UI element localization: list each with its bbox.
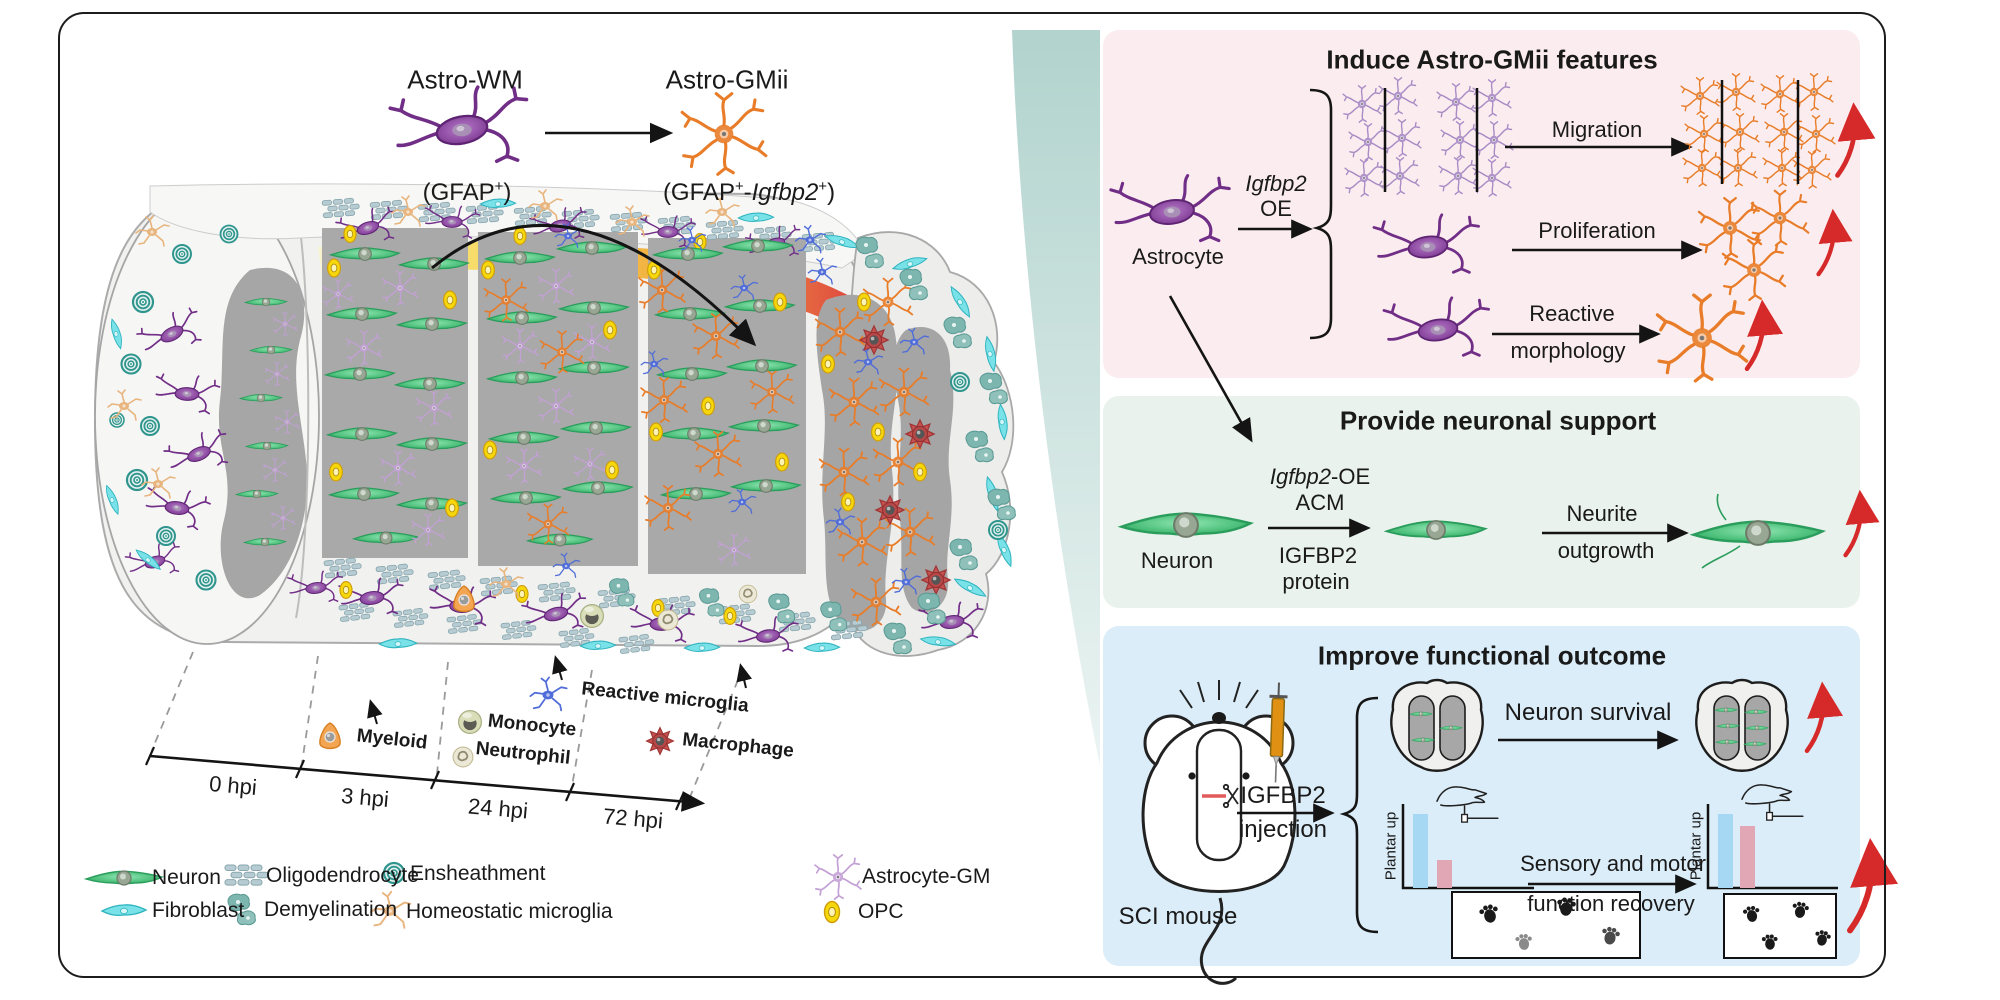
lesion-site	[845, 231, 1015, 657]
panel-induce-features	[1103, 30, 1860, 378]
segment-0hpi-cells	[322, 247, 469, 547]
segment-3hpi-cells	[481, 222, 633, 547]
legend-demyelination-label: Demyelination	[264, 898, 398, 921]
gray-matter-cap	[218, 267, 308, 599]
cap-cells	[103, 215, 300, 591]
legend-neuron-icon	[85, 870, 163, 886]
igfbp2-protein-label-1: IGFBP2	[1278, 543, 1358, 568]
igfbp2-protein-label-2: protein	[1282, 569, 1350, 594]
plantar-up-ylabel-pre: Plantar up	[1382, 811, 1400, 881]
astro-gmii-label: Astro-GMii	[665, 64, 789, 95]
legend-neuron-label: Neuron	[152, 866, 221, 889]
astro-wm-icon	[387, 82, 532, 169]
neuron-survival-label: Neuron survival	[1504, 699, 1672, 726]
spinal-cord-illustration	[93, 183, 1016, 657]
neutrophil-label: Neutrophil	[474, 738, 572, 769]
sci-mouse-label: SCI mouse	[1118, 903, 1238, 930]
astro-gmii-icon	[680, 92, 768, 176]
legend-opc-icon	[823, 900, 841, 924]
white-matter-bottom-cells	[287, 552, 869, 655]
neuron-label: Neuron	[1140, 548, 1214, 573]
oe-label: OE	[1260, 196, 1292, 221]
astrocyte-label: Astrocyte	[1132, 244, 1224, 269]
reactive-morphology-label-2: morphology	[1510, 338, 1626, 363]
legend-ensheathment-label: Ensheathment	[410, 862, 546, 885]
panel-induce-title: Induce Astro-GMii features	[1326, 44, 1658, 75]
legend-fibroblast-label: Fibroblast	[152, 899, 245, 922]
reactive-morphology-label-1: Reactive	[1529, 301, 1615, 326]
legend-astrocyte-gm-icon	[814, 854, 862, 900]
timeline-label-0hpi: 0 hpi	[208, 770, 258, 801]
gray-matter-segment-2	[478, 232, 638, 566]
myeloid-label: Myeloid	[355, 725, 429, 754]
header-graphics	[387, 82, 768, 347]
gray-matter-segment-3	[648, 238, 806, 574]
timeline-label-24hpi: 24 hpi	[467, 793, 529, 824]
gfap-wm-label: (GFAP+)	[422, 179, 512, 206]
monocyte-icon	[457, 709, 483, 735]
gray-matter-segment-1	[322, 228, 468, 558]
igfbp2-injection-label-2: injection	[1238, 816, 1328, 843]
macrophage-label: Macrophage	[681, 729, 795, 762]
legend-oligodendrocyte-label: Oligodendrocyte	[266, 864, 419, 887]
igfbp2-oe-gene: Igfbp2	[1245, 171, 1307, 196]
astro-wm-label: Astro-WM	[407, 64, 523, 95]
legend-fibroblast-icon	[101, 904, 147, 917]
myeloid-icon	[319, 722, 341, 750]
segment-24hpi-cells	[638, 226, 801, 567]
macrophage-icon	[646, 727, 674, 755]
acm-label: ACM	[1295, 490, 1345, 515]
legend-oligodendrocyte-icon	[224, 864, 269, 886]
lesion-72hpi-cells	[807, 230, 1016, 655]
legend-homeostatic-microglia-label: Homeostatic microglia	[406, 900, 613, 923]
sensory-motor-label-2: function recovery	[1527, 891, 1695, 916]
legend-opc-label: OPC	[858, 900, 904, 923]
timeline-label-72hpi: 72 hpi	[602, 803, 664, 834]
gfap-gm-label: (GFAP+-Igfbp2+)	[662, 179, 836, 206]
injury-heat-gradient	[318, 241, 868, 334]
panel-outcome-title: Improve functional outcome	[1317, 640, 1667, 671]
legend-astrocyte-gm-label: Astrocyte-GM	[862, 865, 991, 888]
conversion-arc-arrow	[431, 223, 757, 347]
igfbp2-injection-label-1: IGFBP2	[1240, 782, 1326, 809]
igfbp2-oe-acm-label: Igfbp2-OE	[1269, 464, 1371, 489]
neurite-outgrowth-label-1: Neurite	[1566, 501, 1638, 526]
cord-cross-section-cap	[94, 187, 320, 645]
timeline-label-3hpi: 3 hpi	[340, 782, 390, 813]
monocyte-label: Monocyte	[486, 710, 578, 741]
panel-support-title: Provide neuronal support	[1339, 405, 1657, 436]
reactive-microglia-icon	[529, 676, 568, 712]
neurite-outgrowth-label-2: outgrowth	[1557, 538, 1655, 563]
sensory-motor-label-1: Sensory and motor	[1520, 851, 1706, 876]
neutrophil-icon	[452, 746, 474, 768]
reactive-microglia-label: Reactive microglia	[580, 678, 750, 717]
migration-label: Migration	[1551, 117, 1643, 142]
proliferation-label: Proliferation	[1538, 218, 1656, 243]
zoom-beam	[1012, 30, 1100, 766]
